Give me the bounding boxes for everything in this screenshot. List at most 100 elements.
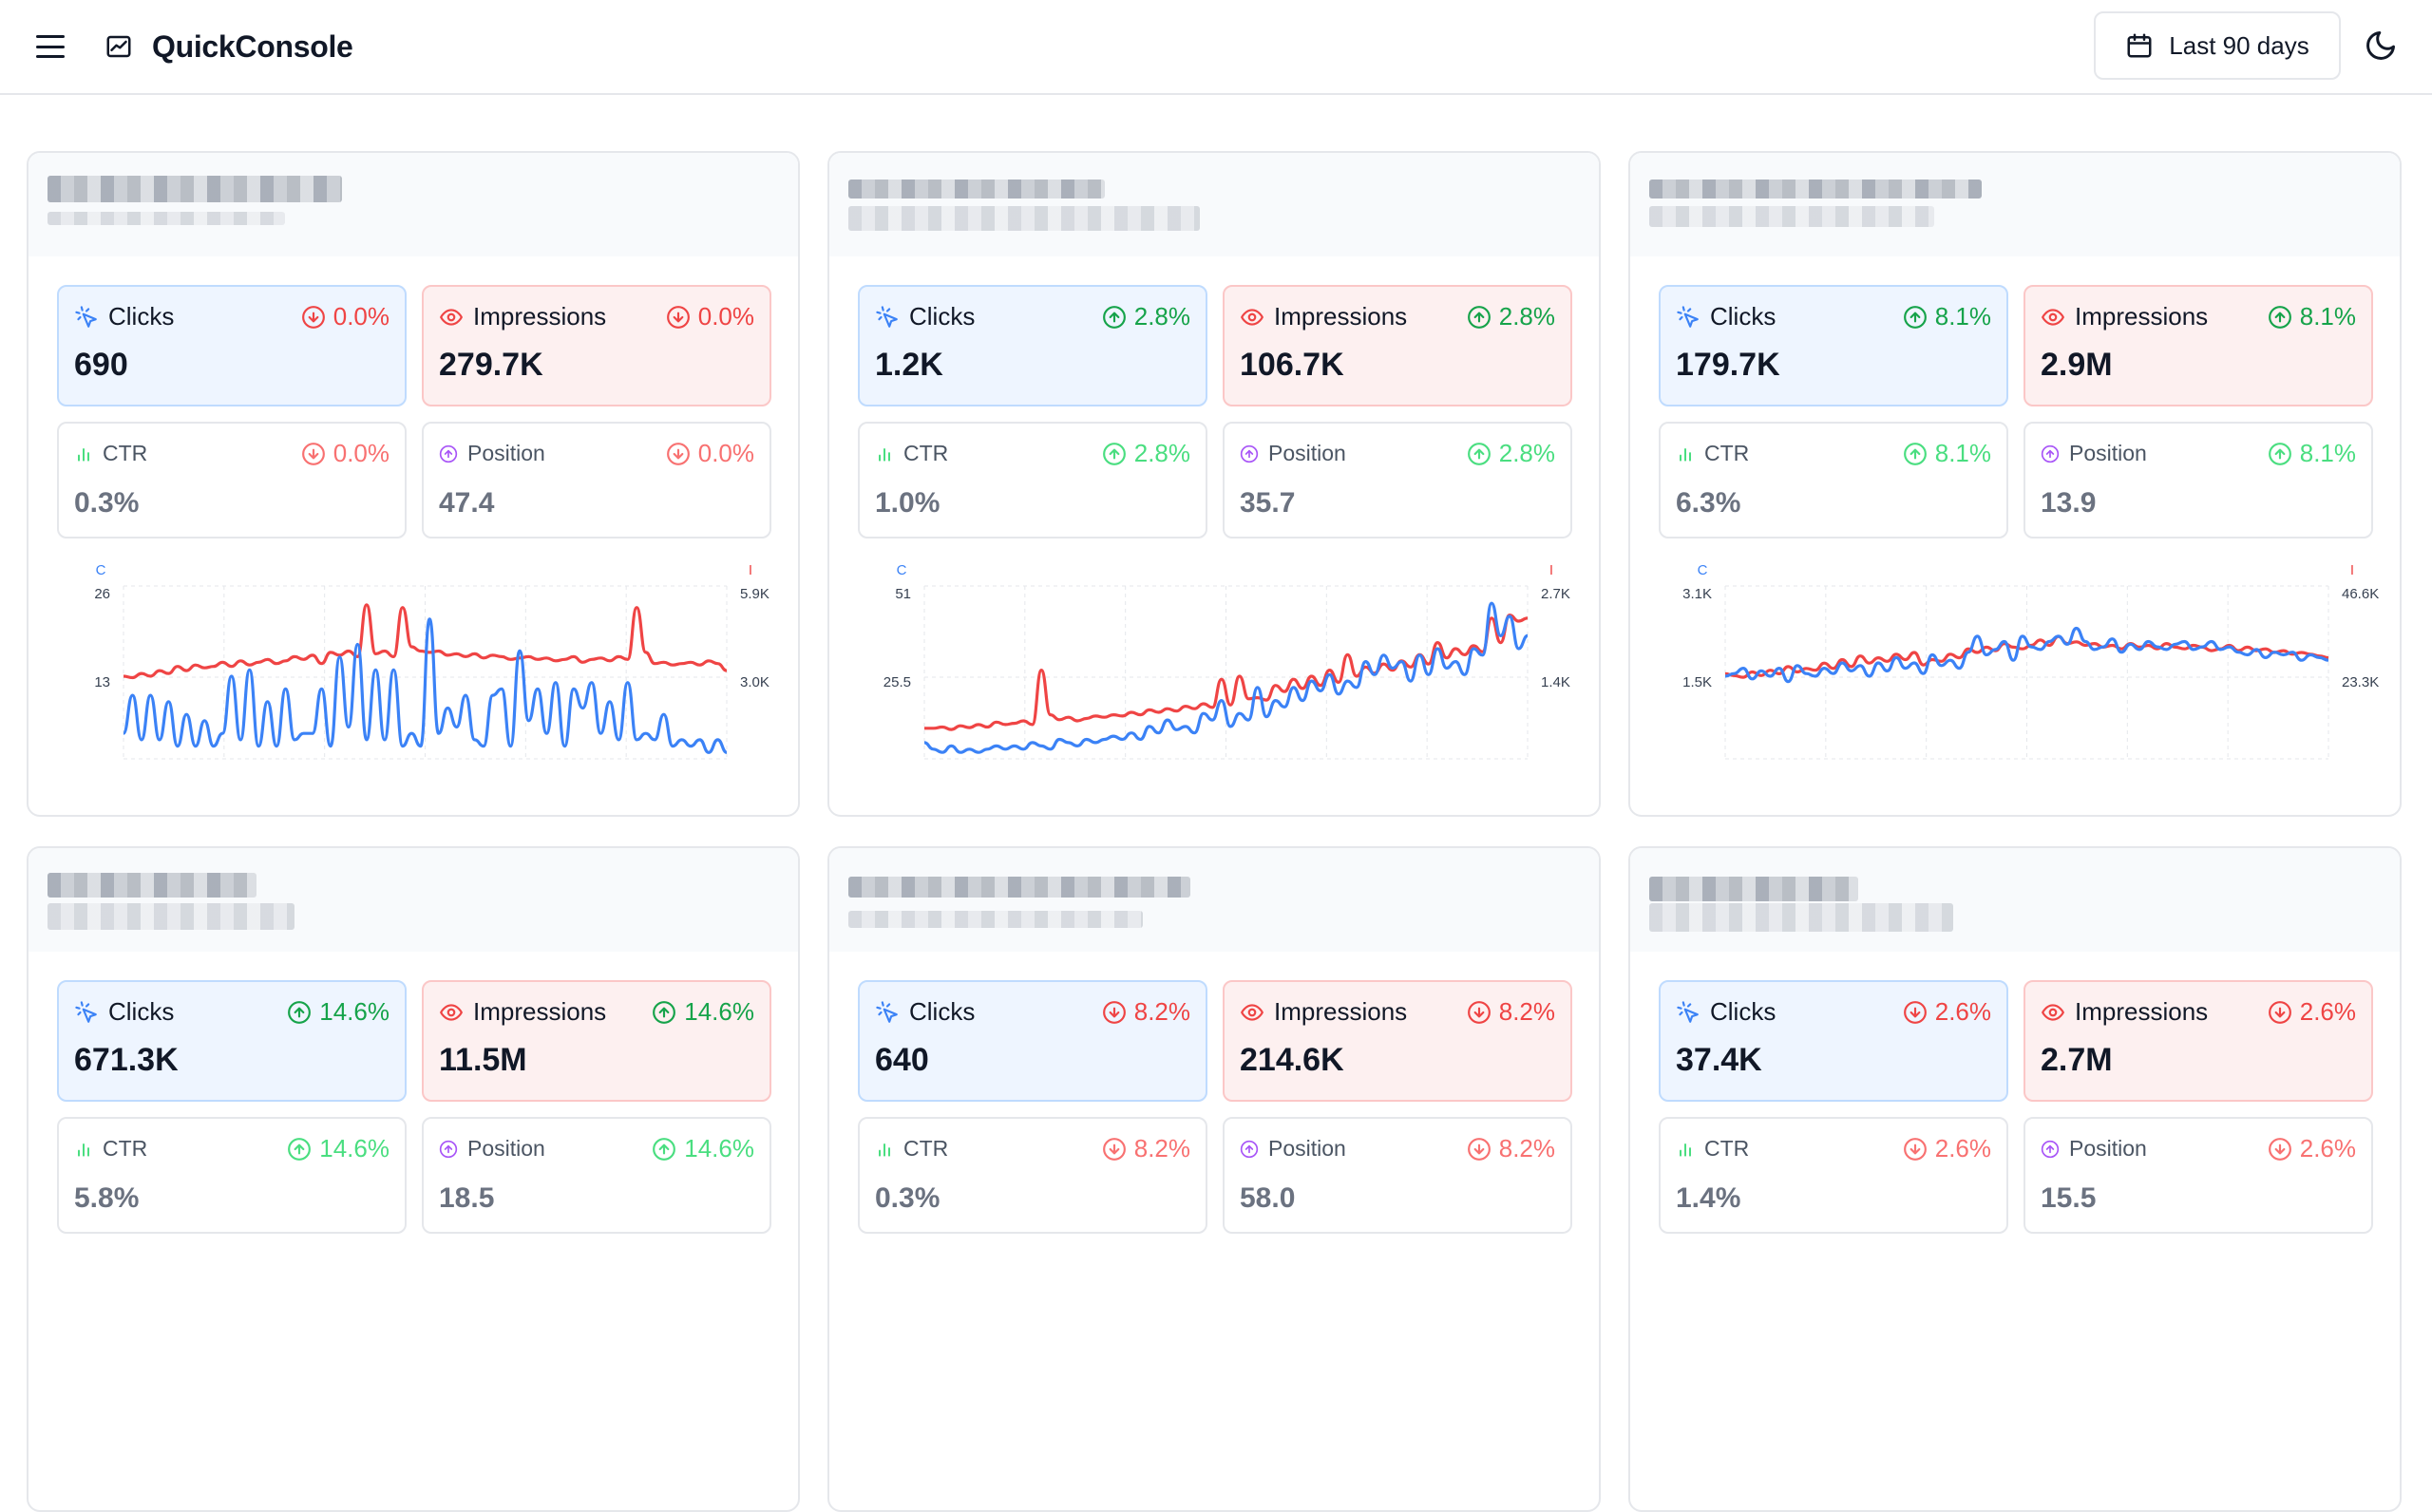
cursor-click-icon [75, 305, 97, 328]
right-tick-label: 5.9K [740, 586, 770, 602]
impressions-change-value: 8.2% [1498, 997, 1555, 1026]
ctr-metric: CTR 8.1% 6.3% [1659, 422, 2008, 539]
impressions-metric: Impressions 2.8% 106.7K [1223, 285, 1572, 406]
app-title: QuickConsole [152, 28, 353, 64]
impressions-label: Impressions [1274, 997, 1408, 1026]
arrow-up-circle-icon [439, 1140, 458, 1158]
arrow-down-circle-icon [1903, 1137, 1927, 1161]
right-tick-label: 2.7K [1541, 586, 1570, 602]
ctr-metric: CTR 14.6% 5.8% [57, 1117, 407, 1234]
right-axis-title: I [749, 562, 752, 578]
position-change: 2.6% [2268, 1134, 2356, 1163]
position-label: Position [2069, 1136, 2147, 1161]
ctr-change-value: 0.0% [332, 439, 390, 467]
site-card-1[interactable]: Clicks 0.0% 690 [27, 151, 800, 817]
ctr-metric: CTR 8.2% 0.3% [858, 1117, 1207, 1234]
arrow-down-circle-icon [2268, 1137, 2291, 1161]
eye-icon [2042, 308, 2064, 326]
ctr-change-value: 14.6% [319, 1134, 390, 1162]
moon-icon[interactable] [2364, 28, 2398, 63]
eye-icon [1241, 1003, 1264, 1021]
position-metric: Position 8.2% 58.0 [1223, 1117, 1572, 1234]
left-axis-title: C [897, 562, 907, 578]
ctr-change-value: 2.6% [1934, 1134, 1991, 1162]
clicks-metric: Clicks 0.0% 690 [57, 285, 407, 406]
ctr-value: 1.0% [875, 487, 940, 519]
cursor-click-icon [75, 1000, 97, 1023]
impressions-value: 2.7M [2041, 1042, 2113, 1078]
arrow-up-circle-icon [288, 1137, 312, 1161]
position-metric: Position 2.6% 15.5 [2024, 1117, 2373, 1234]
impressions-label: Impressions [1274, 302, 1408, 331]
site-card-2[interactable]: Clicks 2.8% 1.2K [827, 151, 1601, 817]
position-value: 15.5 [2041, 1182, 2097, 1214]
arrow-up-circle-icon [1240, 1140, 1259, 1158]
arrow-up-circle-icon [653, 1137, 676, 1161]
clicks-change: 0.0% [301, 302, 390, 331]
clicks-series-line [122, 617, 728, 754]
clicks-impressions-chart: C I 3.1K 1.5K 46.6K 23.3K [1659, 562, 2379, 785]
position-value: 58.0 [1240, 1182, 1296, 1214]
arrow-up-circle-icon [288, 1000, 312, 1024]
right-axis-title: I [2350, 562, 2354, 578]
ctr-label: CTR [1704, 1136, 1750, 1161]
clicks-label: Clicks [108, 302, 175, 331]
ctr-value: 1.4% [1676, 1182, 1741, 1214]
impressions-value: 214.6K [1240, 1042, 1344, 1078]
eye-icon [440, 308, 463, 326]
clicks-label: Clicks [1710, 997, 1776, 1026]
ctr-change-value: 2.8% [1133, 439, 1190, 467]
impressions-change: 8.2% [1467, 997, 1555, 1027]
arrow-up-circle-icon [2041, 444, 2060, 463]
ctr-change-value: 8.1% [1934, 439, 1991, 467]
clicks-metric: Clicks 2.6% 37.4K [1659, 980, 2008, 1102]
clicks-series-line [1724, 626, 2329, 684]
menu-icon[interactable] [36, 35, 65, 58]
redacted-site-url [1649, 903, 1953, 932]
redacted-site-url [848, 911, 1143, 928]
impressions-metric: Impressions 14.6% 11.5M [422, 980, 771, 1102]
site-card-3[interactable]: Clicks 8.1% 179.7K [1628, 151, 2402, 817]
arrow-up-circle-icon [1467, 442, 1491, 465]
clicks-metric: Clicks 14.6% 671.3K [57, 980, 407, 1102]
redacted-site-name [48, 176, 342, 202]
bar-chart-icon [78, 447, 89, 462]
ctr-value: 0.3% [74, 487, 140, 519]
arrow-down-circle-icon [666, 442, 690, 465]
site-card-5[interactable]: Clicks 8.2% 640 [827, 846, 1601, 1512]
site-card-6[interactable]: Clicks 2.6% 37.4K [1628, 846, 2402, 1512]
position-change-value: 2.8% [1498, 439, 1555, 467]
site-card-4[interactable]: Clicks 14.6% 671.3K [27, 846, 800, 1512]
position-metric: Position 14.6% 18.5 [422, 1117, 771, 1234]
impressions-change: 2.6% [2268, 997, 2356, 1027]
impressions-change-value: 2.8% [1498, 302, 1555, 331]
position-change-value: 8.2% [1498, 1134, 1555, 1162]
right-tick-label: 1.4K [1541, 674, 1570, 690]
position-change: 8.2% [1467, 1134, 1555, 1163]
ctr-metric: CTR 0.0% 0.3% [57, 422, 407, 539]
impressions-label: Impressions [473, 997, 607, 1026]
clicks-change-value: 0.0% [332, 302, 390, 331]
clicks-label: Clicks [909, 302, 976, 331]
left-tick-label: 3.1K [1682, 586, 1712, 602]
bar-chart-icon [879, 447, 890, 462]
redacted-site-name [1649, 180, 1982, 198]
eye-icon [440, 1003, 463, 1021]
ctr-change: 14.6% [287, 1134, 390, 1163]
impressions-value: 279.7K [439, 347, 543, 383]
position-value: 13.9 [2041, 487, 2097, 519]
cursor-click-icon [876, 1000, 898, 1023]
impressions-change: 14.6% [652, 997, 754, 1027]
site-card-header [829, 153, 1599, 256]
clicks-metric: Clicks 8.1% 179.7K [1659, 285, 2008, 406]
impressions-change: 8.1% [2268, 302, 2356, 331]
ctr-label: CTR [903, 441, 949, 465]
date-range-button[interactable]: Last 90 days [2094, 11, 2341, 80]
clicks-change: 8.1% [1903, 302, 1991, 331]
impressions-label: Impressions [473, 302, 607, 331]
cursor-click-icon [876, 305, 898, 328]
cursor-click-icon [1677, 305, 1699, 328]
bar-chart-icon [879, 1143, 890, 1157]
impressions-metric: Impressions 0.0% 279.7K [422, 285, 771, 406]
ctr-change: 8.2% [1102, 1134, 1190, 1163]
